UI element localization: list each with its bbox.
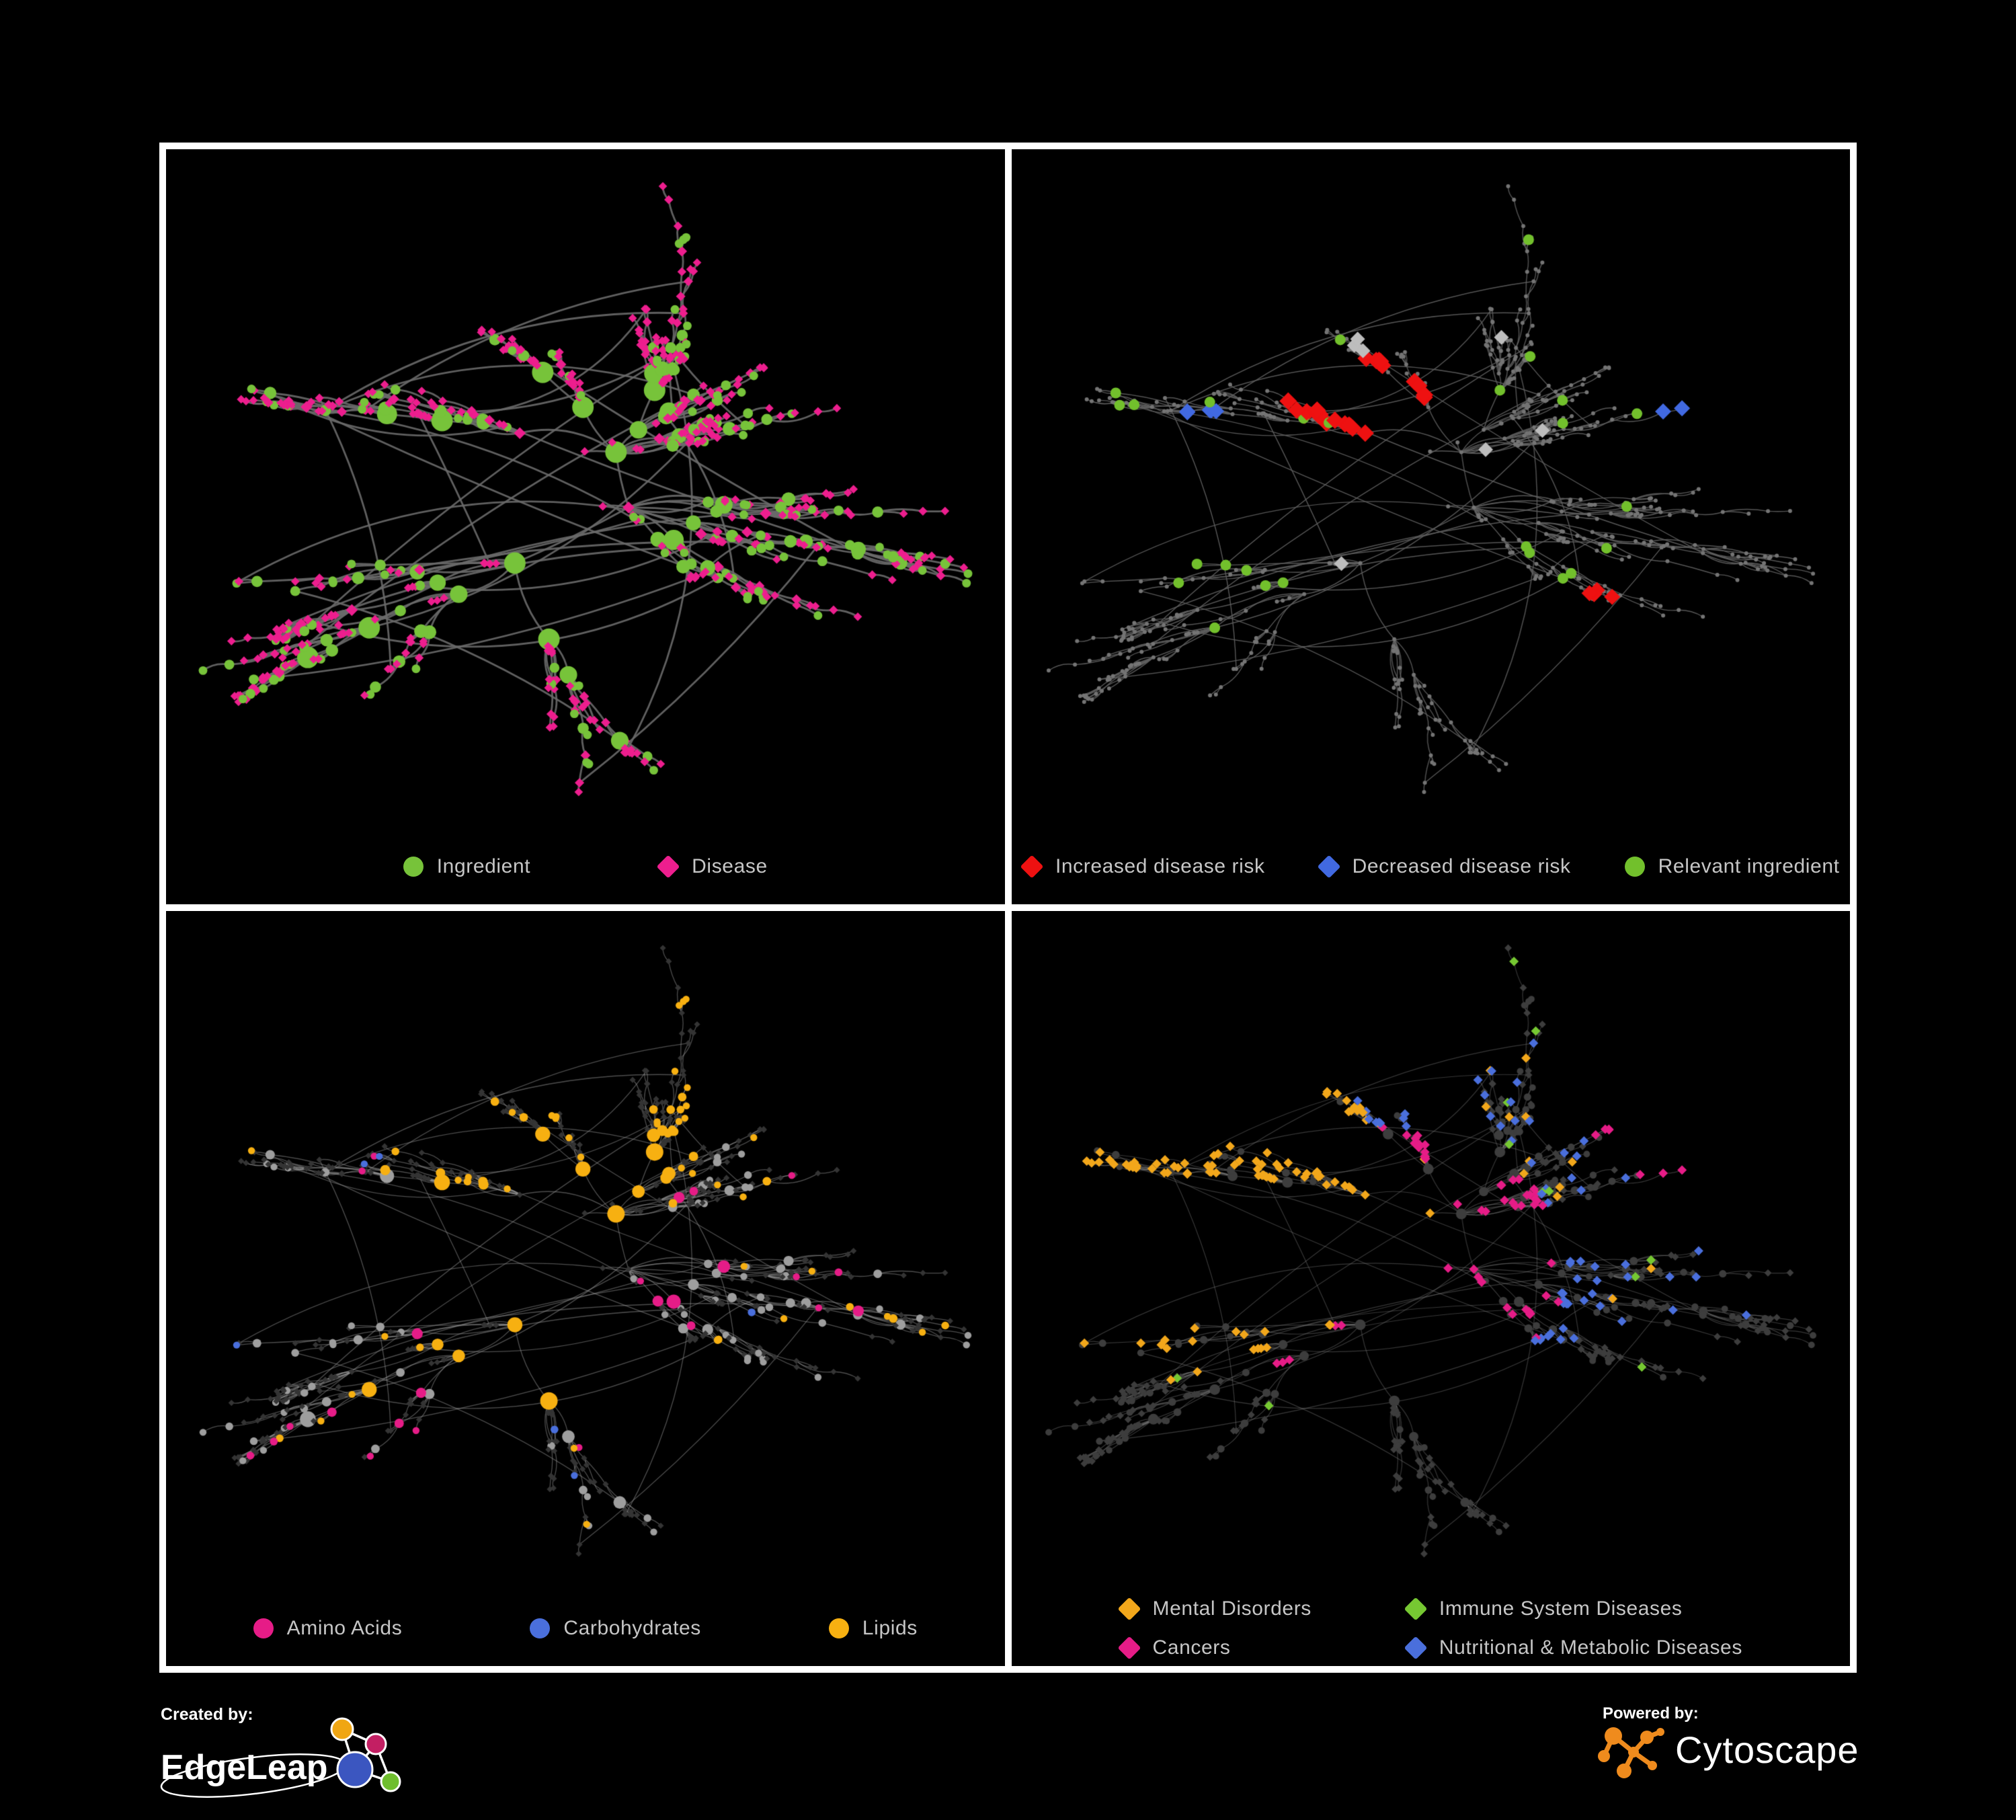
network-canvas-disease-risk bbox=[1011, 149, 1850, 829]
cytoscape-wordmark: Cytoscape bbox=[1675, 1729, 1857, 1771]
legend-label: Carbohydrates bbox=[563, 1617, 701, 1639]
legend-nutrient-classes: Amino Acids Carbohydrates Lipids bbox=[166, 1591, 1005, 1666]
legend-item-lipids: Lipids bbox=[828, 1617, 918, 1640]
edgeleap-logo: Created by: EdgeLeap bbox=[160, 1705, 401, 1798]
cancers-diamond-icon bbox=[1117, 1636, 1141, 1660]
legend-item-ingredient: Ingredient bbox=[403, 855, 530, 878]
edgeleap-node-orange bbox=[330, 1717, 354, 1741]
cytoscape-logo: Powered by: Cytoscape bbox=[1598, 1704, 1857, 1778]
disease-diamond-icon bbox=[656, 855, 680, 879]
immune-diseases-diamond-icon bbox=[1404, 1597, 1428, 1621]
legend-disease-risk: Increased disease risk Decreased disease… bbox=[1012, 829, 1851, 904]
edgeleap-node-blue bbox=[336, 1751, 374, 1788]
network-canvas-ingredient-disease bbox=[166, 149, 1005, 829]
legend-item-cancers: Cancers bbox=[1117, 1636, 1312, 1660]
network-panels-grid: Ingredient Disease Increased disease ris… bbox=[159, 143, 1857, 1673]
legend-label: Increased disease risk bbox=[1055, 855, 1265, 877]
legend-label: Relevant ingredient bbox=[1658, 855, 1840, 877]
legend-item-decreased-risk: Decreased disease risk bbox=[1317, 855, 1571, 879]
legend-item-disease: Disease bbox=[656, 855, 768, 879]
figure-stage: Ingredient Disease Increased disease ris… bbox=[159, 143, 1857, 1808]
legend-item-relevant-ingredient: Relevant ingredient bbox=[1624, 855, 1840, 878]
legend-label: Immune System Diseases bbox=[1439, 1597, 1683, 1620]
legend-item-mental-disorders: Mental Disorders bbox=[1117, 1597, 1312, 1621]
lipids-circle-icon bbox=[828, 1618, 849, 1638]
legend-item-carbohydrates: Carbohydrates bbox=[530, 1617, 701, 1640]
legend-label: Disease bbox=[692, 855, 768, 877]
increased-risk-diamond-icon bbox=[1020, 855, 1044, 879]
legend-label: Decreased disease risk bbox=[1352, 855, 1571, 877]
decreased-risk-diamond-icon bbox=[1317, 855, 1341, 879]
mental-disorders-diamond-icon bbox=[1117, 1597, 1141, 1621]
powered-by-label: Powered by: bbox=[1603, 1704, 1699, 1723]
legend-item-immune-diseases: Immune System Diseases bbox=[1404, 1597, 1742, 1621]
legend-item-amino-acids: Amino Acids bbox=[253, 1617, 403, 1640]
nutritional-metabolic-diamond-icon bbox=[1404, 1636, 1428, 1660]
panel-ingredient-disease: Ingredient Disease bbox=[166, 149, 1005, 904]
created-by-label: Created by: bbox=[161, 1705, 253, 1724]
legend-label: Nutritional & Metabolic Diseases bbox=[1439, 1636, 1742, 1659]
panel-disease-classes: Mental Disorders Immune System Diseases … bbox=[1011, 911, 1851, 1666]
network-canvas-nutrient-classes bbox=[166, 911, 1005, 1591]
legend-disease-classes: Mental Disorders Immune System Diseases … bbox=[1012, 1591, 1851, 1666]
legend-label: Amino Acids bbox=[286, 1617, 403, 1639]
legend-item-nutritional-metabolic: Nutritional & Metabolic Diseases bbox=[1404, 1636, 1742, 1660]
legend-label: Cancers bbox=[1152, 1636, 1231, 1659]
edgeleap-node-green bbox=[380, 1771, 401, 1792]
ingredient-circle-icon bbox=[403, 857, 424, 877]
panel-disease-risk: Increased disease risk Decreased disease… bbox=[1011, 149, 1851, 904]
carbohydrates-circle-icon bbox=[530, 1618, 551, 1638]
network-canvas-disease-classes bbox=[1011, 911, 1850, 1591]
legend-ingredient-disease: Ingredient Disease bbox=[166, 829, 1005, 904]
cytoscape-icon bbox=[1598, 1727, 1664, 1778]
relevant-ingredient-circle-icon bbox=[1624, 857, 1645, 877]
edgeleap-wordmark: EdgeLeap bbox=[161, 1748, 328, 1787]
footer: Created by: EdgeLeap Powered by: bbox=[159, 1704, 1857, 1808]
edgeleap-node-magenta bbox=[364, 1733, 387, 1755]
legend-label: Ingredient bbox=[436, 855, 531, 877]
amino-acids-circle-icon bbox=[253, 1618, 274, 1638]
legend-label: Lipids bbox=[862, 1617, 918, 1639]
legend-item-increased-risk: Increased disease risk bbox=[1020, 855, 1265, 879]
legend-label: Mental Disorders bbox=[1152, 1597, 1312, 1620]
panel-nutrient-classes: Amino Acids Carbohydrates Lipids bbox=[166, 911, 1005, 1666]
